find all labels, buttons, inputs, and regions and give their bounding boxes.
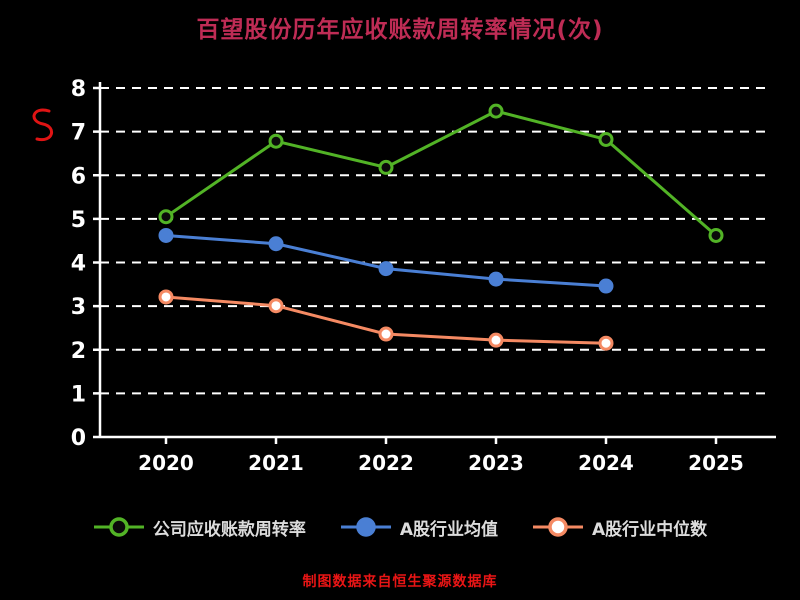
legend-label-2: A股行业中位数 bbox=[592, 519, 708, 540]
y-tick-label: 3 bbox=[71, 295, 86, 320]
y-tick-label: 1 bbox=[71, 382, 86, 407]
legend-marker-icon bbox=[340, 517, 391, 537]
legend-marker-icon bbox=[93, 517, 144, 537]
data-point-marker bbox=[268, 133, 284, 149]
data-point-marker bbox=[158, 289, 174, 305]
data-point-marker bbox=[598, 335, 614, 351]
series-line-0 bbox=[164, 109, 718, 237]
red-squiggle-mark bbox=[32, 108, 53, 142]
data-point-marker bbox=[488, 103, 504, 119]
y-tick-label: 7 bbox=[71, 121, 86, 146]
data-point-marker bbox=[598, 278, 614, 294]
data-point-marker bbox=[378, 261, 394, 277]
series-line-1 bbox=[164, 233, 608, 288]
legend-item-2: A股行业中位数 bbox=[532, 514, 707, 540]
source-caption: 制图数据来自恒生聚源数据库 bbox=[302, 574, 498, 590]
data-point-marker bbox=[268, 236, 284, 252]
x-tick-label: 2023 bbox=[468, 451, 524, 475]
data-point-marker bbox=[158, 209, 174, 225]
legend-label-0: 公司应收账款周转率 bbox=[152, 519, 306, 540]
x-tick-label: 2021 bbox=[248, 451, 304, 475]
x-tick-label: 2024 bbox=[578, 451, 634, 475]
data-point-marker bbox=[158, 227, 174, 243]
y-tick-label: 2 bbox=[71, 339, 86, 364]
data-point-marker bbox=[378, 326, 394, 342]
x-tick-label: 2025 bbox=[688, 451, 744, 475]
data-point-marker bbox=[488, 332, 504, 348]
legend-marker-icon bbox=[533, 517, 583, 537]
y-tick-label: 4 bbox=[71, 252, 86, 277]
y-tick-label: 8 bbox=[71, 77, 86, 102]
chart-legend: 公司应收账款周转率 A股行业均值 A股行业中位数 bbox=[0, 514, 800, 540]
y-tick-label: 6 bbox=[71, 164, 86, 189]
y-tick-label: 5 bbox=[71, 208, 86, 233]
y-tick-label: 0 bbox=[71, 426, 86, 451]
legend-item-0: 公司应收账款周转率 bbox=[93, 514, 306, 540]
x-tick-label: 2022 bbox=[358, 451, 414, 475]
data-point-marker bbox=[598, 131, 614, 147]
chart-title: 百望股份历年应收账款周转率情况(次) bbox=[196, 17, 604, 43]
data-point-marker bbox=[488, 271, 504, 287]
data-point-marker bbox=[268, 298, 284, 314]
data-point-marker bbox=[378, 159, 394, 175]
legend-item-1: A股行业均值 bbox=[340, 514, 498, 540]
x-tick-label: 2020 bbox=[138, 451, 194, 475]
data-point-marker bbox=[708, 227, 724, 243]
legend-label-1: A股行业均值 bbox=[399, 519, 498, 540]
